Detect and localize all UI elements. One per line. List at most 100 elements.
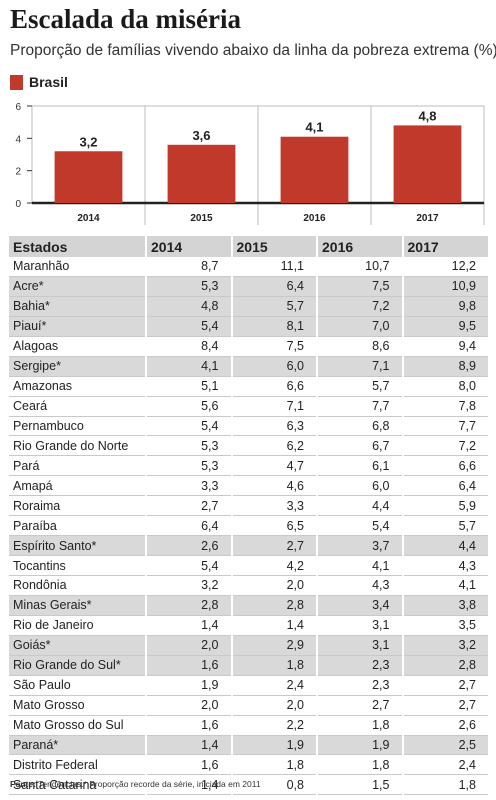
state-name: Amazonas bbox=[9, 376, 146, 397]
table-cell-value: 2,6 bbox=[401, 715, 488, 736]
table-cell-value: 2,0 bbox=[230, 575, 317, 596]
state-name: Mato Grosso do Sul bbox=[9, 715, 146, 736]
x-tick-label: 2014 bbox=[77, 213, 100, 224]
table-row: Pará 5,3 4,7 6,1 6,6 bbox=[9, 455, 488, 477]
table-cell-value: 5,3 bbox=[145, 455, 232, 477]
table-cell-value: 2,8 bbox=[230, 595, 317, 616]
table-cell-value: 2,9 bbox=[230, 635, 317, 656]
table-row: Amazonas 5,1 6,6 5,7 8,0 bbox=[9, 376, 488, 397]
state-name: Rio Grande do Norte bbox=[9, 435, 146, 457]
table-cell-value: 6,4 bbox=[145, 515, 232, 537]
column-header-year: 2016 bbox=[316, 236, 403, 257]
legend-swatch bbox=[10, 74, 23, 90]
table-cell-value: 1,8 bbox=[401, 774, 488, 796]
bar-2014 bbox=[54, 151, 123, 203]
table-cell-value: 2,7 bbox=[145, 495, 232, 517]
table-cell-value: 11,1 bbox=[230, 257, 317, 277]
data-label: 3,6 bbox=[192, 128, 210, 143]
table-cell-value: 2,8 bbox=[401, 655, 488, 676]
state-name: Bahia* bbox=[9, 296, 146, 317]
table-row: Roraima 2,7 3,3 4,4 5,9 bbox=[9, 495, 488, 517]
state-name: Maranhão bbox=[9, 257, 146, 277]
table-cell-value: 7,1 bbox=[316, 356, 403, 377]
state-name: Piauí* bbox=[9, 316, 146, 337]
table-cell-value: 7,5 bbox=[230, 336, 317, 357]
state-name: São Paulo bbox=[9, 675, 146, 696]
table-cell-value: 8,7 bbox=[145, 257, 232, 277]
table-cell-value: 5,7 bbox=[316, 376, 403, 397]
table-cell-value: 1,4 bbox=[145, 735, 232, 756]
table-cell-value: 6,8 bbox=[316, 416, 403, 437]
table-cell-value: 1,9 bbox=[230, 735, 317, 756]
table-cell-value: 4,8 bbox=[145, 296, 232, 317]
table-cell-value: 3,5 bbox=[401, 615, 488, 636]
table-cell-value: 7,1 bbox=[230, 396, 317, 417]
table-cell-value: 1,5 bbox=[316, 774, 403, 796]
table-cell-value: 6,7 bbox=[316, 435, 403, 457]
table-cell-value: 1,4 bbox=[230, 615, 317, 636]
table-cell-value: 1,9 bbox=[145, 675, 232, 696]
state-name: Sergipe* bbox=[9, 356, 146, 377]
table-cell-value: 2,4 bbox=[230, 675, 317, 696]
table-cell-value: 6,4 bbox=[230, 276, 317, 297]
table-row: Mato Grosso 2,0 2,0 2,7 2,7 bbox=[9, 695, 488, 716]
table-cell-value: 8,9 bbox=[401, 356, 488, 377]
table-row: Minas Gerais* 2,8 2,8 3,4 3,8 bbox=[9, 595, 488, 616]
state-name: Ceará bbox=[9, 396, 146, 417]
table-cell-value: 7,2 bbox=[401, 435, 488, 457]
x-tick-label: 2015 bbox=[190, 213, 213, 224]
y-tick-label: 4 bbox=[15, 134, 21, 145]
state-name: Tocantins bbox=[9, 555, 146, 576]
bar-chart: 0 2 4 6 3,2 2014 3,6 2015 4,1 2016 4,8 2017 bbox=[15, 102, 485, 225]
table-cell-value: 1,8 bbox=[316, 715, 403, 736]
table-cell-value: 5,4 bbox=[316, 515, 403, 537]
table-cell-value: 6,6 bbox=[401, 455, 488, 477]
table-cell-value: 3,3 bbox=[230, 495, 317, 517]
chart-legend: Brasil bbox=[10, 74, 68, 90]
table-row: Goiás* 2,0 2,9 3,1 3,2 bbox=[9, 635, 488, 656]
chart-subtitle: Proporção de famílias vivendo abaixo da … bbox=[10, 42, 496, 59]
table-cell-value: 10,7 bbox=[316, 257, 403, 277]
table-cell-value: 6,2 bbox=[230, 435, 317, 457]
state-name: Paraná* bbox=[9, 735, 146, 756]
table-cell-value: 7,8 bbox=[401, 396, 488, 417]
table-cell-value: 5,3 bbox=[145, 435, 232, 457]
table-cell-value: 1,9 bbox=[316, 735, 403, 756]
data-label: 4,1 bbox=[305, 120, 323, 135]
legend-label: Brasil bbox=[29, 74, 68, 90]
state-name: Minas Gerais* bbox=[9, 595, 146, 616]
table-cell-value: 8,4 bbox=[145, 336, 232, 357]
table-cell-value: 10,9 bbox=[401, 276, 488, 297]
state-name: Rio Grande do Sul* bbox=[9, 655, 146, 676]
table-row: Maranhão 8,7 11,1 10,7 12,2 bbox=[9, 257, 488, 277]
column-header-year: 2014 bbox=[145, 236, 232, 257]
table-cell-value: 5,6 bbox=[145, 396, 232, 417]
table-cell-value: 1,8 bbox=[316, 754, 403, 776]
footnote-text: Tendências.* Proporção recorde da série,… bbox=[35, 779, 261, 789]
table-row: Pernambuco 5,4 6,3 6,8 7,7 bbox=[9, 416, 488, 437]
state-name: Distrito Federal bbox=[9, 754, 146, 776]
table-cell-value: 6,4 bbox=[401, 475, 488, 497]
table-cell-value: 0,8 bbox=[230, 774, 317, 796]
table-cell-value: 6,3 bbox=[230, 416, 317, 437]
state-name: Mato Grosso bbox=[9, 695, 146, 716]
states-table: Estados 2014 2015 2016 2017 Maranhão 8,7 11,1 1… bbox=[9, 236, 488, 796]
table-row: Amapá 3,3 4,6 6,0 6,4 bbox=[9, 475, 488, 497]
state-name: Espírito Santo* bbox=[9, 535, 146, 557]
table-cell-value: 1,6 bbox=[145, 754, 232, 776]
table-row: Rio Grande do Sul* 1,6 1,8 2,3 2,8 bbox=[9, 655, 488, 676]
state-name: Rio de Janeiro bbox=[9, 615, 146, 636]
table-cell-value: 7,7 bbox=[401, 416, 488, 437]
table-cell-value: 3,1 bbox=[316, 615, 403, 636]
table-cell-value: 3,8 bbox=[401, 595, 488, 616]
y-tick-label: 2 bbox=[15, 167, 21, 178]
state-name: Goiás* bbox=[9, 635, 146, 656]
table-cell-value: 8,1 bbox=[230, 316, 317, 337]
table-body: Maranhão 8,7 11,1 10,7 12,2 Acre* 5,3 6,4 7,5 10,… bbox=[9, 257, 488, 796]
table-cell-value: 12,2 bbox=[401, 257, 488, 277]
table-cell-value: 4,1 bbox=[316, 555, 403, 576]
data-label: 3,2 bbox=[79, 134, 97, 149]
table-row: Distrito Federal 1,6 1,8 1,8 2,4 bbox=[9, 754, 488, 776]
table-row: Rio de Janeiro 1,4 1,4 3,1 3,5 bbox=[9, 615, 488, 636]
table-row: Rio Grande do Norte 5,3 6,2 6,7 7,2 bbox=[9, 435, 488, 457]
